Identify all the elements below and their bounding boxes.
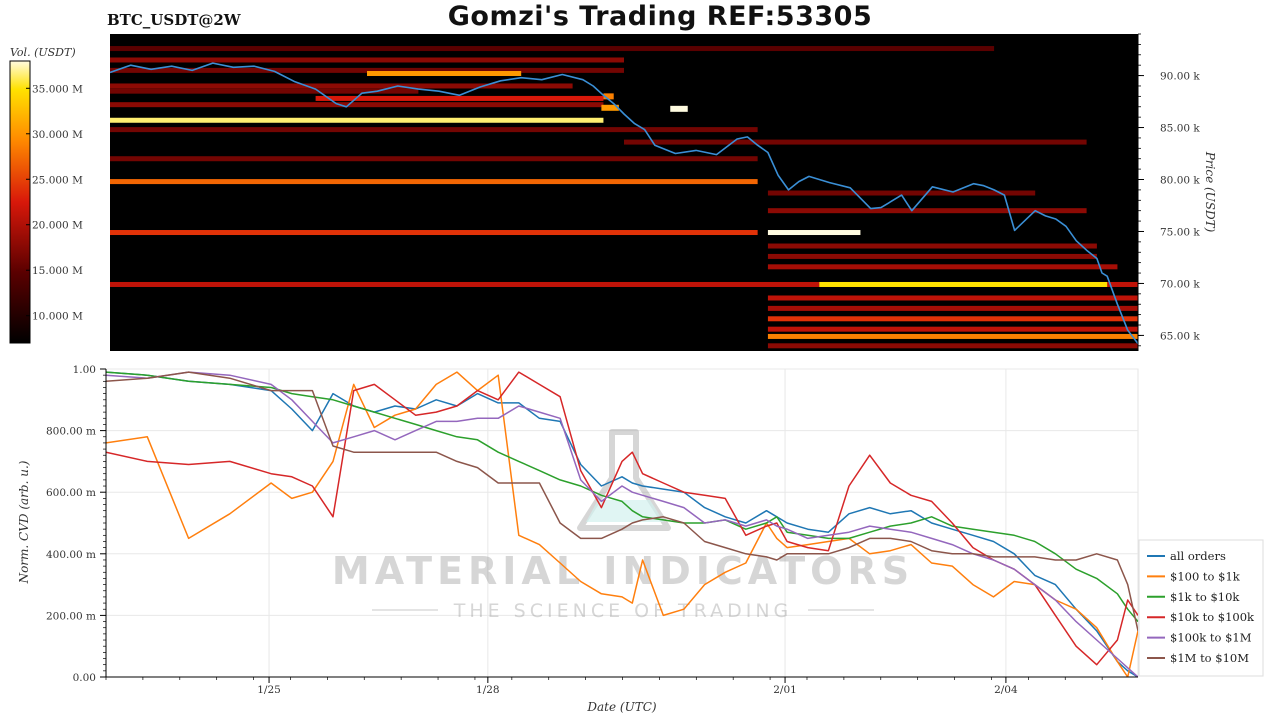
legend-box	[1138, 539, 1264, 677]
price-line	[110, 62, 1138, 345]
cvd-x-tick-label: 1/28	[476, 684, 500, 696]
heatmap-band	[767, 326, 1138, 332]
heatmap-band	[367, 70, 522, 76]
heatmap-band	[767, 243, 1097, 249]
colorbar-tick-label: 25.000 M	[32, 174, 83, 186]
heatmap-band	[767, 230, 861, 236]
heatmap-block	[603, 93, 614, 100]
watermark-subtext: THE SCIENCE OF TRADING	[453, 600, 793, 622]
heatmap-band	[624, 139, 1087, 145]
cvd-y-tick-label: 800.00 m	[46, 426, 96, 438]
cvd-y-tick-label: 400.00 m	[46, 549, 96, 561]
heatmap-block	[601, 104, 619, 111]
colorbar-tick-label: 30.000 M	[32, 129, 83, 141]
heatmap-band	[767, 253, 1097, 259]
heatmap-band	[110, 67, 624, 73]
watermark-text: MATERIAL INDICATORS	[332, 549, 914, 593]
heatmap-band	[110, 102, 604, 108]
legend: all orders $100 to $1k $1k to $10k $10k to …	[1138, 539, 1264, 677]
chart-title: Gomzi's Trading REF:53305	[448, 1, 873, 32]
heatmap-band	[767, 208, 1087, 214]
colorbar-label: Vol. (USDT)	[10, 46, 76, 59]
legend-label: all orders	[1170, 549, 1226, 563]
colorbar-tick-label: 35.000 M	[32, 83, 83, 95]
legend-label: $1k to $10k	[1170, 590, 1240, 604]
cvd-y-tick-label: 200.00 m	[46, 610, 96, 622]
price-tick-label: 90.00 k	[1160, 71, 1200, 83]
price-line-group	[110, 62, 1138, 345]
watermark: MATERIAL INDICATORS THE SCIENCE OF TRADI…	[332, 429, 914, 622]
colorbar-tick-label: 20.000 M	[32, 220, 83, 232]
heatmap-band	[110, 117, 604, 123]
heatmap-band	[110, 127, 758, 133]
cvd-y-axis-label: Norm. CVD (arb. u.)	[17, 460, 31, 584]
cvd-plot-area	[105, 368, 1139, 678]
heatmap-band	[315, 95, 604, 101]
cvd-y-tick-label: 600.00 m	[46, 487, 96, 499]
cvd-axes: 1.00 800.00 m 600.00 m 400.00 m 200.00 m 0.00…	[46, 364, 1138, 696]
heatmap-band	[819, 281, 1108, 287]
heatmap-band	[767, 333, 1138, 339]
heatmap-band	[110, 281, 1138, 287]
legend-label: $100 to $1k	[1170, 569, 1241, 583]
price-axis: 90.00 k 85.00 k 80.00 k 75.00 k 70.00 k 65.00…	[1137, 33, 1200, 351]
price-tick-label: 75.00 k	[1160, 226, 1200, 238]
price-tick-label: 85.00 k	[1160, 123, 1200, 135]
heatmap-band	[767, 190, 1036, 196]
cvd-x-axis-label: Date (UTC)	[586, 700, 656, 714]
heatmap-band	[110, 179, 758, 185]
heatmap-band	[767, 343, 1138, 349]
heatmap-band	[110, 156, 758, 162]
cvd-lines	[106, 371, 1138, 677]
colorbar-tick-label: 10.000 M	[32, 311, 83, 323]
symbol-label: BTC_USDT@2W	[107, 11, 242, 29]
cvd-series-line	[106, 371, 1138, 677]
cvd-x-tick-label: 2/01	[773, 684, 797, 696]
legend-items: all orders $100 to $1k $1k to $10k $10k to …	[1147, 549, 1255, 665]
heatmap-band	[110, 46, 995, 52]
colorbar-ticks: 35.000 M 30.000 M 25.000 M 20.000 M 15.000 M…	[26, 83, 83, 323]
cvd-series-line	[106, 371, 1138, 631]
cvd-series-line	[106, 371, 1138, 666]
cvd-x-tick-label: 1/25	[257, 684, 281, 696]
cvd-y-tick-label: 1.00	[73, 364, 96, 376]
legend-label: $10k to $100k	[1170, 610, 1255, 624]
heatmap-band	[767, 295, 1138, 301]
heatmap-band	[110, 230, 758, 236]
cvd-x-tick-label: 2/04	[994, 684, 1018, 696]
colorbar-tick-label: 15.000 M	[32, 265, 83, 277]
price-axis-label: Price (USDT)	[1203, 151, 1217, 233]
legend-label: $1M to $10M	[1170, 651, 1249, 665]
colorbar	[9, 60, 31, 344]
heatmap-band	[110, 83, 573, 89]
cvd-y-tick-label: 0.00	[73, 672, 96, 684]
heatmap-band	[110, 88, 419, 94]
price-tick-label: 70.00 k	[1160, 278, 1200, 290]
heatmap-band	[767, 264, 1118, 270]
heatmap-bands	[110, 46, 1138, 349]
cvd-series-line	[106, 371, 1138, 623]
heatmap-band	[767, 305, 1138, 311]
price-tick-label: 80.00 k	[1160, 175, 1200, 187]
heatmap-band	[767, 316, 1138, 322]
heatmap-block	[670, 105, 688, 112]
price-tick-label: 65.00 k	[1160, 330, 1200, 342]
legend-label: $100k to $1M	[1170, 631, 1252, 645]
heatmap-band	[110, 57, 624, 63]
cvd-series-line	[106, 371, 1138, 677]
